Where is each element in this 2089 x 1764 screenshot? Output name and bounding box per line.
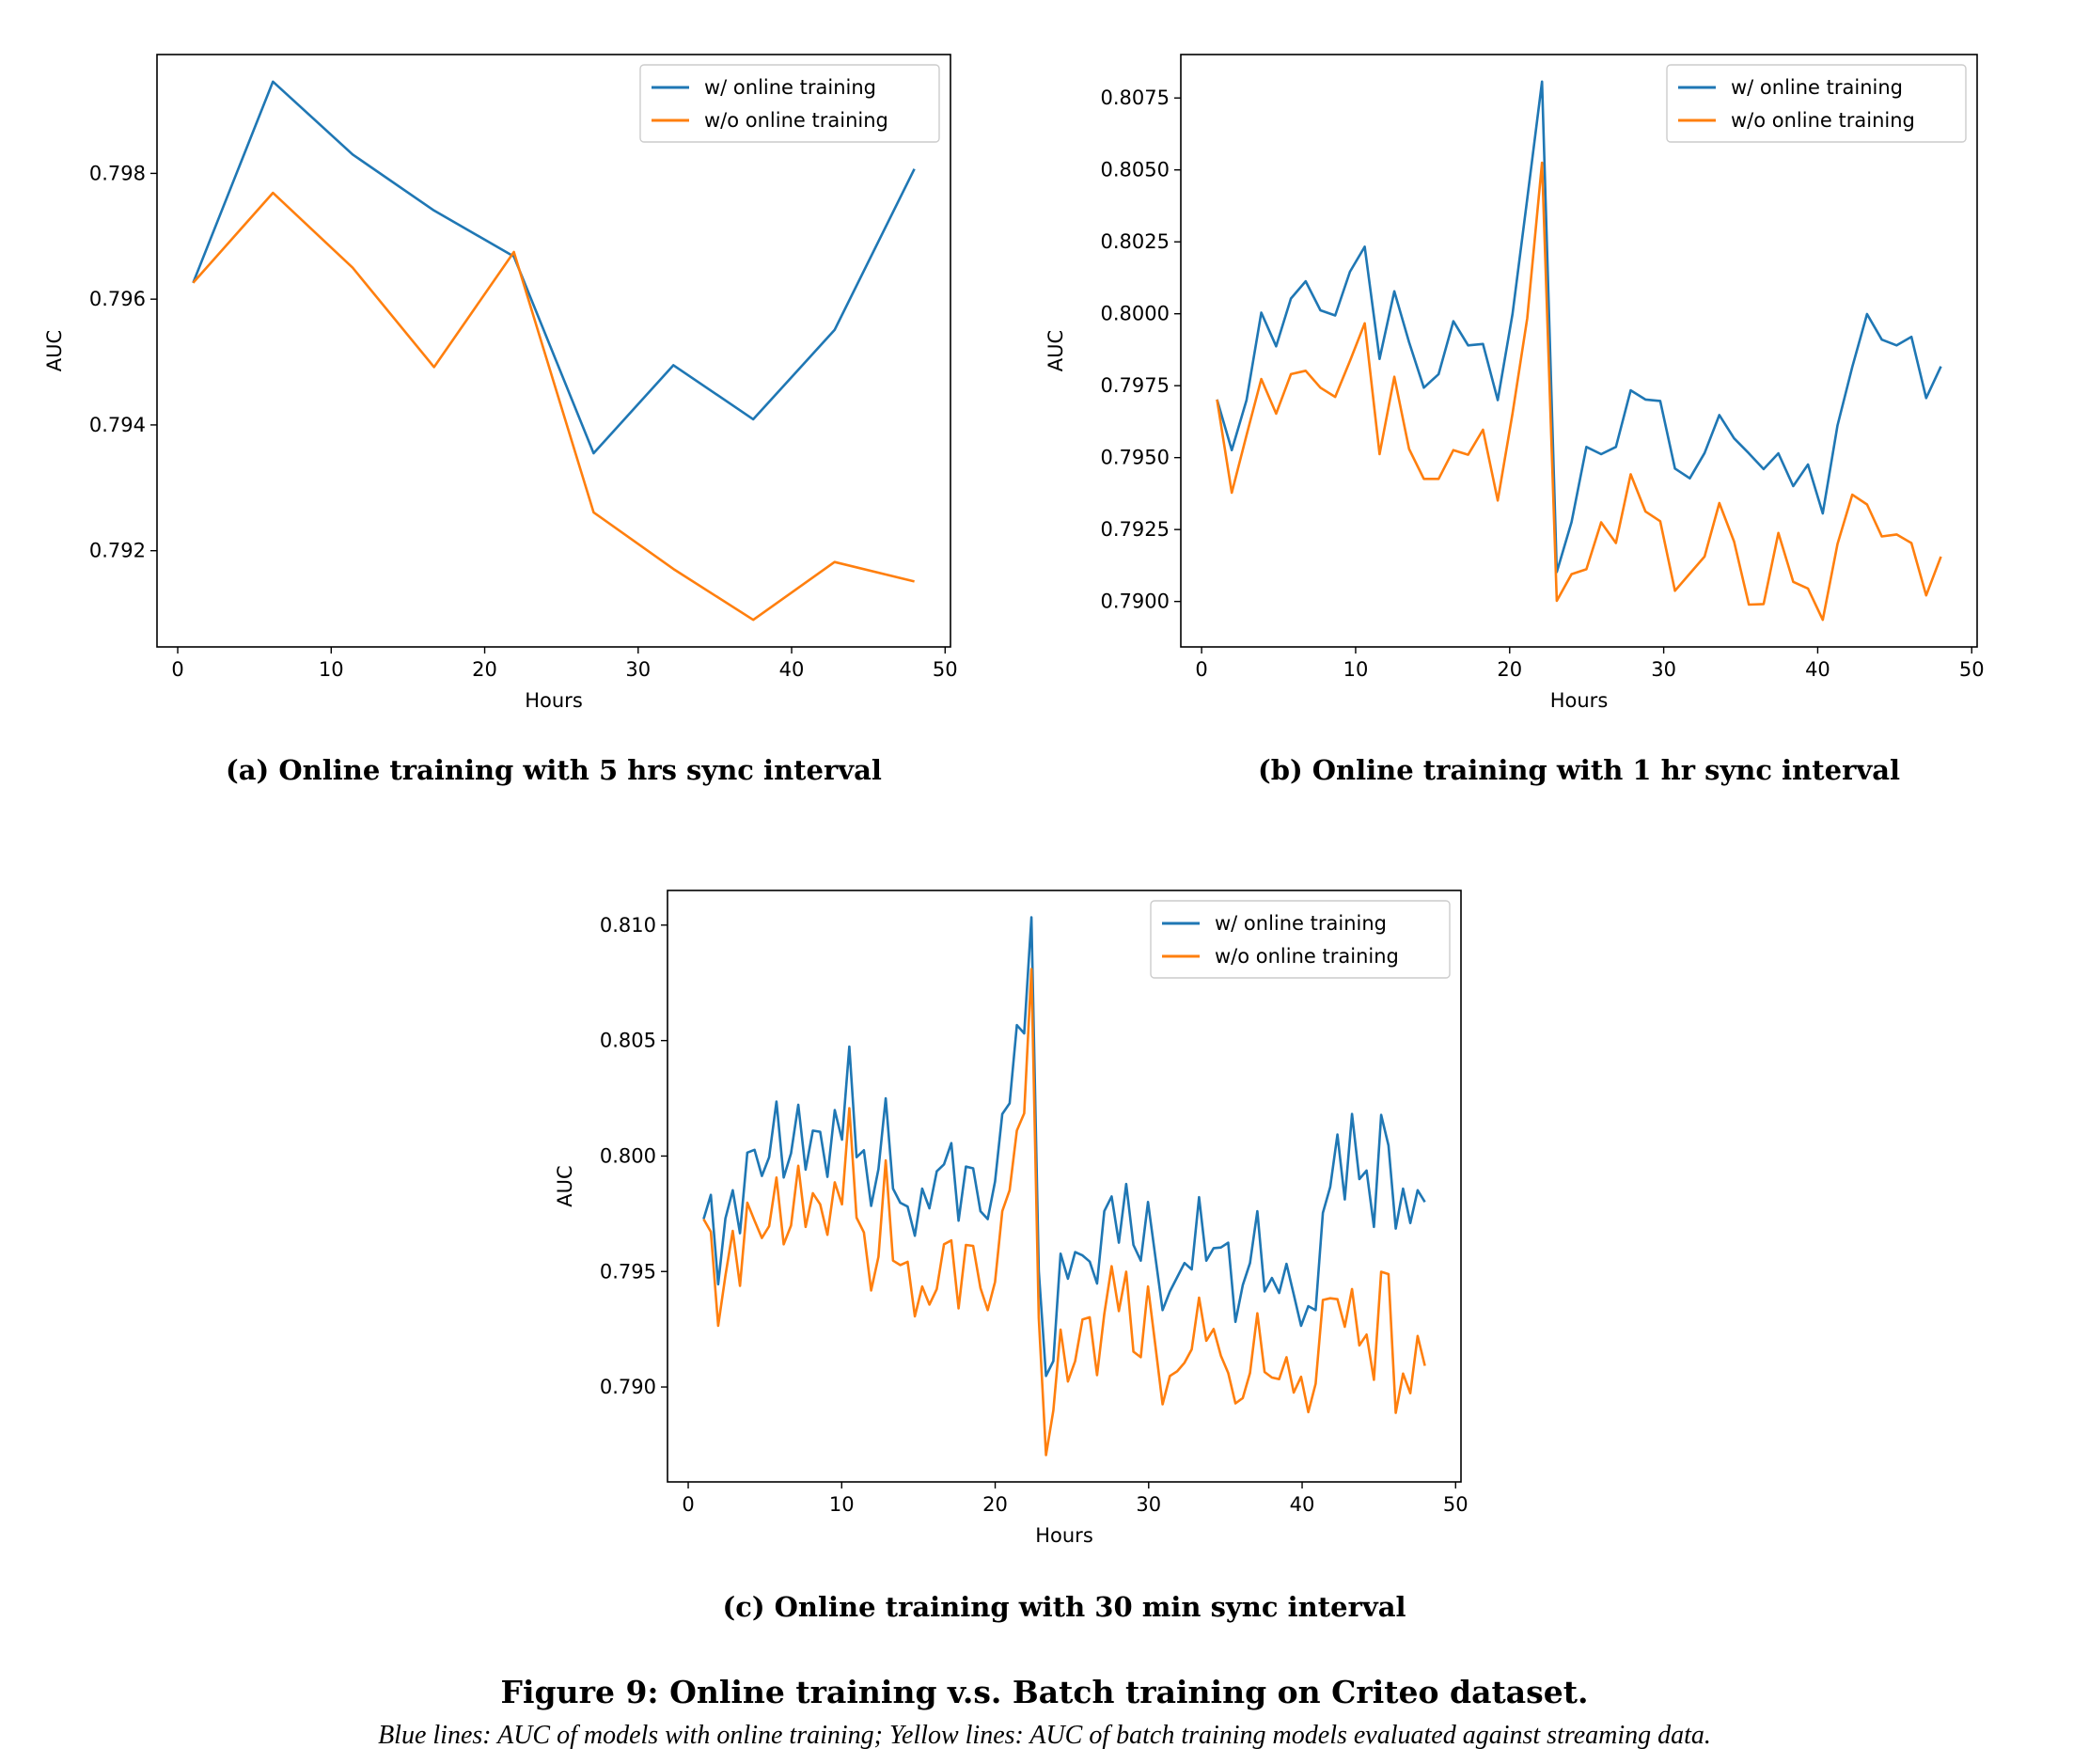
x-tick-label: 0: [1195, 658, 1207, 681]
x-tick-label: 10: [829, 1493, 855, 1516]
series-line-online: [702, 916, 1426, 1378]
caption-c: (c) Online training with 30 min sync int…: [722, 1591, 1406, 1623]
y-tick-label: 0.810: [600, 914, 656, 937]
x-tick-label: 20: [472, 658, 497, 681]
x-axis-label: Hours: [525, 689, 583, 712]
x-axis-label: Hours: [1035, 1524, 1093, 1547]
legend: w/ online training w/o online training: [639, 64, 940, 143]
legend-box: [1666, 64, 1967, 143]
x-tick-label: 10: [319, 658, 344, 681]
legend: w/ online training w/o online training: [1150, 900, 1451, 979]
y-tick-label: 0.792: [89, 540, 146, 562]
legend-label-batch: w/o online training: [704, 109, 888, 132]
figure-note: Blue lines: AUC of models with online tr…: [378, 1721, 1711, 1750]
y-tick-label: 0.795: [600, 1260, 656, 1283]
chart-a: 0 10 20 30 40 50 0.792 0.794 0.796 0.798 Hours AUC w…: [43, 54, 958, 712]
legend-label-online: w/ online training: [1215, 912, 1387, 935]
x-tick-label: 20: [1497, 658, 1522, 681]
y-axis-label: AUC: [554, 1165, 576, 1206]
legend-label-online: w/ online training: [704, 76, 876, 99]
caption-b: (b) Online training with 1 hr sync inter…: [1257, 754, 1901, 786]
x-tick-label: 20: [982, 1493, 1008, 1516]
figure-title: Figure 9: Online training v.s. Batch tra…: [500, 1674, 1589, 1710]
legend-label-batch: w/o online training: [1215, 945, 1399, 968]
series-line-batch: [1216, 161, 1942, 622]
y-tick-label: 0.8075: [1101, 87, 1170, 109]
x-tick-label: 50: [1443, 1493, 1469, 1516]
y-tick-label: 0.794: [89, 414, 146, 436]
legend-box: [639, 64, 940, 143]
series-line-batch: [192, 191, 915, 622]
x-tick-label: 0: [682, 1493, 694, 1516]
y-tick-label: 0.8050: [1101, 159, 1170, 181]
x-tick-label: 50: [933, 658, 958, 681]
legend-box: [1150, 900, 1451, 979]
chart-c: 0 10 20 30 40 50 0.790 0.795 0.800 0.805 0.810 Hour…: [554, 890, 1469, 1547]
plot-frame: [1180, 54, 1978, 648]
y-tick-label: 0.790: [600, 1376, 656, 1398]
legend-label-batch: w/o online training: [1731, 109, 1915, 132]
x-tick-label: 40: [779, 658, 805, 681]
series-line-online: [1216, 80, 1942, 574]
x-tick-label: 30: [625, 658, 651, 681]
x-tick-label: 10: [1343, 658, 1369, 681]
series-line-batch: [702, 968, 1426, 1457]
x-tick-label: 40: [1805, 658, 1830, 681]
y-axis-label: AUC: [43, 330, 66, 371]
plot-frame: [156, 54, 951, 648]
series-line-online: [192, 80, 916, 455]
y-axis-label: AUC: [1044, 330, 1067, 371]
caption-a: (a) Online training with 5 hrs sync inte…: [226, 754, 882, 786]
x-tick-label: 0: [171, 658, 183, 681]
y-tick-label: 0.8025: [1101, 230, 1170, 253]
x-tick-label: 30: [1651, 658, 1676, 681]
x-axis-label: Hours: [1550, 689, 1609, 712]
y-tick-label: 0.7975: [1101, 374, 1170, 397]
chart-b: 0 10 20 30 40 50 0.7900 0.7925 0.7950 0.7975 0.800…: [1044, 54, 1985, 712]
y-tick-label: 0.798: [89, 162, 146, 184]
y-tick-label: 0.796: [89, 288, 146, 310]
y-tick-label: 0.7900: [1101, 591, 1170, 613]
x-tick-label: 50: [1959, 658, 1985, 681]
y-tick-label: 0.7950: [1101, 447, 1170, 469]
x-tick-label: 40: [1290, 1493, 1315, 1516]
y-tick-label: 0.805: [600, 1030, 656, 1052]
plot-frame: [667, 890, 1462, 1483]
x-tick-label: 30: [1136, 1493, 1161, 1516]
y-tick-label: 0.800: [600, 1144, 656, 1167]
legend: w/ online training w/o online training: [1666, 64, 1967, 143]
y-tick-label: 0.7925: [1101, 518, 1170, 541]
y-tick-label: 0.8000: [1101, 303, 1170, 325]
legend-label-online: w/ online training: [1731, 76, 1903, 99]
